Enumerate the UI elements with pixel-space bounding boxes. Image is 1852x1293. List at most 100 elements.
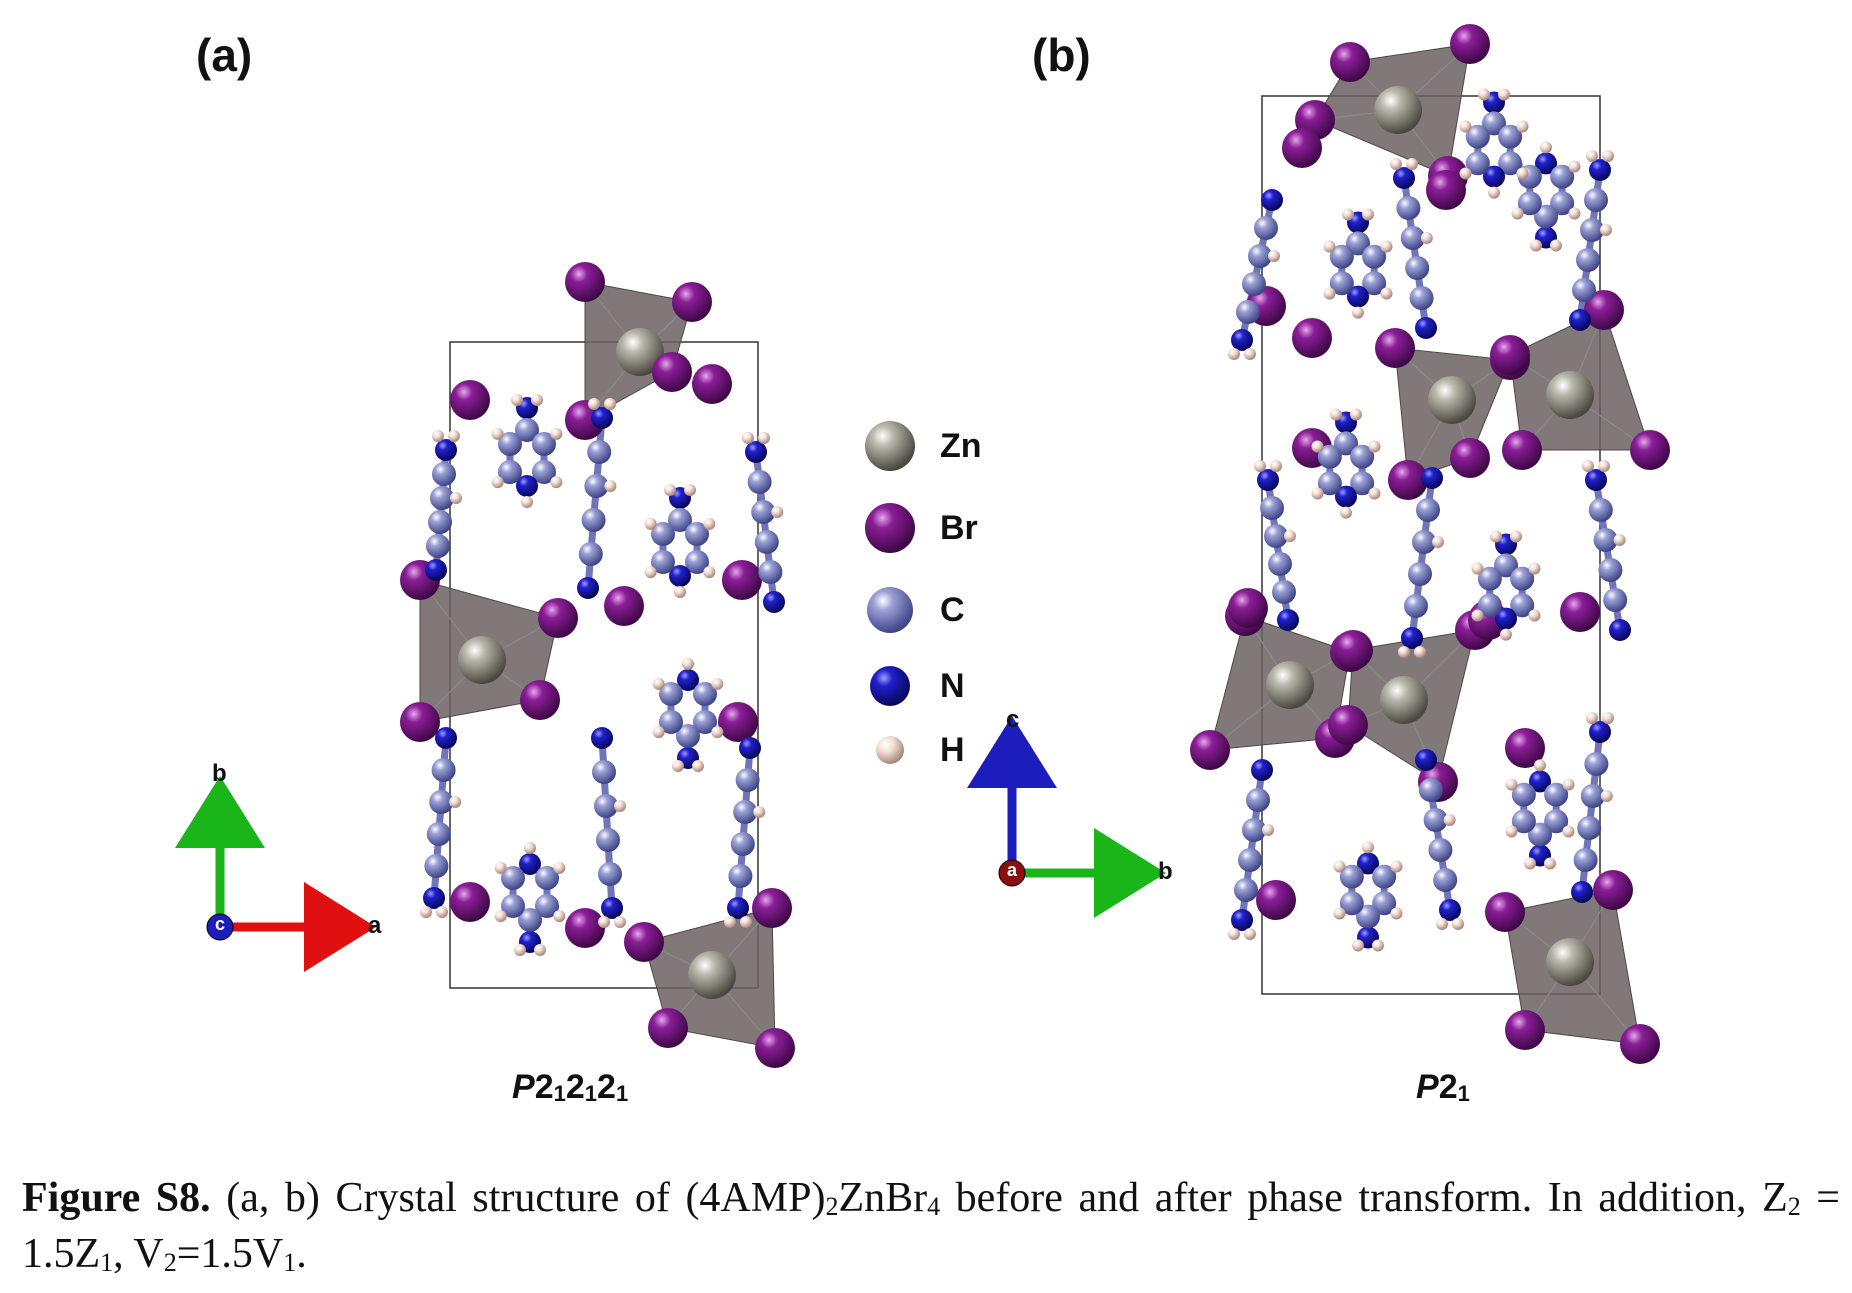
h-atom (1368, 487, 1381, 500)
h-atom (1534, 759, 1546, 772)
br-atom (1560, 592, 1600, 632)
caption-subscript: 2 (825, 1192, 839, 1221)
c-atom (1236, 300, 1260, 324)
c-atom (1577, 816, 1602, 840)
br-atom (1490, 335, 1530, 375)
panel-label-a: (a) (196, 29, 253, 81)
c-atom (1433, 868, 1458, 892)
c-atom (1234, 878, 1258, 902)
zn-atom (458, 636, 506, 684)
h-atom (1505, 778, 1518, 791)
c-atom (1498, 124, 1523, 149)
c-atom (1584, 752, 1609, 776)
h-atom (740, 916, 752, 928)
c-atom (1260, 496, 1284, 520)
h-atom (494, 861, 507, 874)
h-atom (491, 476, 504, 489)
caption-text: , V (113, 1231, 164, 1277)
c-atom (1372, 891, 1397, 916)
axis-label-a-right: a (368, 912, 382, 939)
c-atom-icon (867, 587, 913, 633)
c-atom (532, 460, 556, 484)
n-atom (577, 577, 599, 599)
h-atom (1362, 841, 1374, 854)
c-atom (598, 862, 622, 886)
br-atom (1450, 24, 1490, 64)
h-atom (1459, 120, 1472, 133)
br-atom (1584, 290, 1624, 330)
n-atom (763, 591, 785, 613)
h-atom (553, 910, 566, 923)
h-atom (703, 517, 716, 530)
c-atom (1572, 278, 1596, 302)
br-atom (755, 1028, 795, 1068)
h-atom (1368, 440, 1381, 453)
c-atom (596, 828, 620, 852)
h-atom (1390, 860, 1403, 873)
c-atom (1477, 593, 1502, 618)
c-atom (676, 724, 700, 748)
h-atom (1586, 150, 1598, 162)
znbr4-tetrahedra (419, 43, 1651, 1049)
h-atom (1268, 250, 1280, 262)
h-atom (1516, 167, 1529, 180)
c-atom (1248, 244, 1272, 268)
c-atom (685, 550, 709, 574)
space-group-a: P212121 (512, 1068, 629, 1106)
h-atom (1568, 160, 1581, 173)
h-atom (553, 861, 566, 874)
h-atom (724, 916, 736, 928)
caption-subscript: 2 (1787, 1192, 1801, 1221)
c-atom (659, 682, 683, 706)
c-atom (1550, 164, 1575, 189)
c-atom (1350, 444, 1375, 469)
h-atom (524, 842, 536, 854)
c-atom (1584, 188, 1608, 212)
h-atom (1471, 562, 1484, 575)
axis-label-b-right: b (1158, 858, 1173, 885)
c-atom (1372, 864, 1397, 889)
h-atom (644, 566, 657, 579)
c-atom (592, 760, 616, 784)
br-atom (565, 908, 605, 948)
zn-atom (1428, 376, 1476, 424)
h-atom (1362, 208, 1374, 221)
c-atom (1317, 471, 1342, 496)
c-atom (532, 432, 556, 456)
h-atom (692, 760, 704, 772)
h-atom (652, 726, 665, 739)
h-atom (1600, 790, 1613, 802)
zn-atom (1380, 676, 1428, 724)
h-atom (1284, 530, 1296, 542)
n-atom (1535, 152, 1557, 175)
c-atom (1339, 864, 1364, 889)
br-atom (1282, 128, 1322, 168)
h-atom (1323, 287, 1336, 300)
h-atom (1380, 287, 1393, 300)
c-atom (1416, 498, 1440, 522)
h-atom (1528, 609, 1541, 622)
c-atom (1510, 566, 1535, 591)
c-atom (429, 790, 454, 814)
c-atom (428, 510, 452, 534)
h-atom (1516, 120, 1529, 133)
h-atom (1254, 460, 1266, 472)
n-atom (1357, 852, 1379, 875)
h-atom (1342, 208, 1354, 221)
h-atom (1530, 239, 1542, 252)
legend-label-c: C (940, 590, 965, 629)
n-atom (519, 853, 541, 875)
c-atom (535, 894, 559, 918)
h-atom (1390, 907, 1403, 920)
h-atom (1432, 536, 1444, 548)
c-atom (693, 682, 717, 706)
zn-atom (1266, 661, 1314, 709)
br-atom (1292, 318, 1332, 358)
c-atom (587, 440, 612, 464)
c-atom (1242, 818, 1266, 842)
h-atom (449, 796, 462, 808)
h-atom-icon (876, 736, 904, 764)
h-atom (1600, 224, 1612, 236)
h-atom (1398, 646, 1410, 658)
atoms (400, 24, 1670, 1068)
